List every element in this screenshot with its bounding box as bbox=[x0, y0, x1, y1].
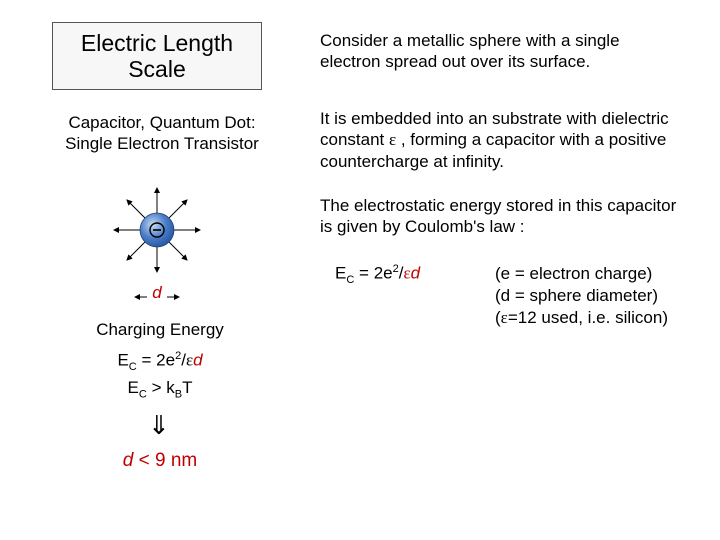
result: d < 9 nm bbox=[50, 450, 270, 472]
eq1-C: C bbox=[129, 361, 137, 373]
paragraph-1: Consider a metallic sphere with a single… bbox=[320, 30, 680, 73]
def-d: (d = sphere diameter) bbox=[495, 285, 668, 307]
equation-kt: EC > kBT bbox=[50, 378, 270, 400]
subtitle-line1: Capacitor, Quantum Dot: bbox=[68, 113, 255, 132]
eq2-E: E bbox=[128, 378, 139, 397]
subtitle: Capacitor, Quantum Dot: Single Electron … bbox=[32, 112, 292, 155]
eq1-d: d bbox=[193, 351, 202, 370]
sphere-svg bbox=[82, 180, 232, 280]
definitions: (e = electron charge) (d = sphere diamet… bbox=[495, 263, 668, 329]
def-eps-b: =12 used, i.e. silicon) bbox=[508, 308, 668, 327]
eq2-gt: > k bbox=[147, 378, 175, 397]
eqr-eps: ε bbox=[404, 264, 411, 283]
d-label: d bbox=[82, 283, 232, 303]
equation-ec: EC = 2e2/εd bbox=[50, 350, 270, 373]
eqr-mid: = 2e bbox=[354, 264, 392, 283]
result-rest: < 9 nm bbox=[133, 450, 197, 471]
paragraph-2: It is embedded into an substrate with di… bbox=[320, 108, 680, 172]
eqr-E: E bbox=[335, 264, 346, 283]
def-eps-sym: ε bbox=[501, 308, 508, 327]
title-box: Electric Length Scale bbox=[52, 22, 262, 90]
d-var: d bbox=[152, 283, 161, 302]
subtitle-line2: Single Electron Transistor bbox=[65, 134, 259, 153]
result-d: d bbox=[123, 450, 134, 471]
eqr-d: d bbox=[411, 264, 420, 283]
eq2-T: T bbox=[182, 378, 192, 397]
paragraph-3: The electrostatic energy stored in this … bbox=[320, 195, 680, 238]
equation-ec-right: EC = 2e2/εd bbox=[335, 263, 420, 286]
eq2-B: B bbox=[175, 388, 182, 400]
eq2-C: C bbox=[139, 388, 147, 400]
charging-energy-label: Charging Energy bbox=[50, 320, 270, 340]
eq1-E: E bbox=[117, 351, 128, 370]
eq1-mid: = 2e bbox=[137, 351, 175, 370]
def-e: (e = electron charge) bbox=[495, 263, 668, 285]
def-eps: (ε=12 used, i.e. silicon) bbox=[495, 307, 668, 329]
sphere-diagram bbox=[82, 180, 232, 280]
title-text: Electric Length Scale bbox=[53, 30, 261, 83]
implies-arrow-icon: ⇓ bbox=[148, 410, 170, 441]
